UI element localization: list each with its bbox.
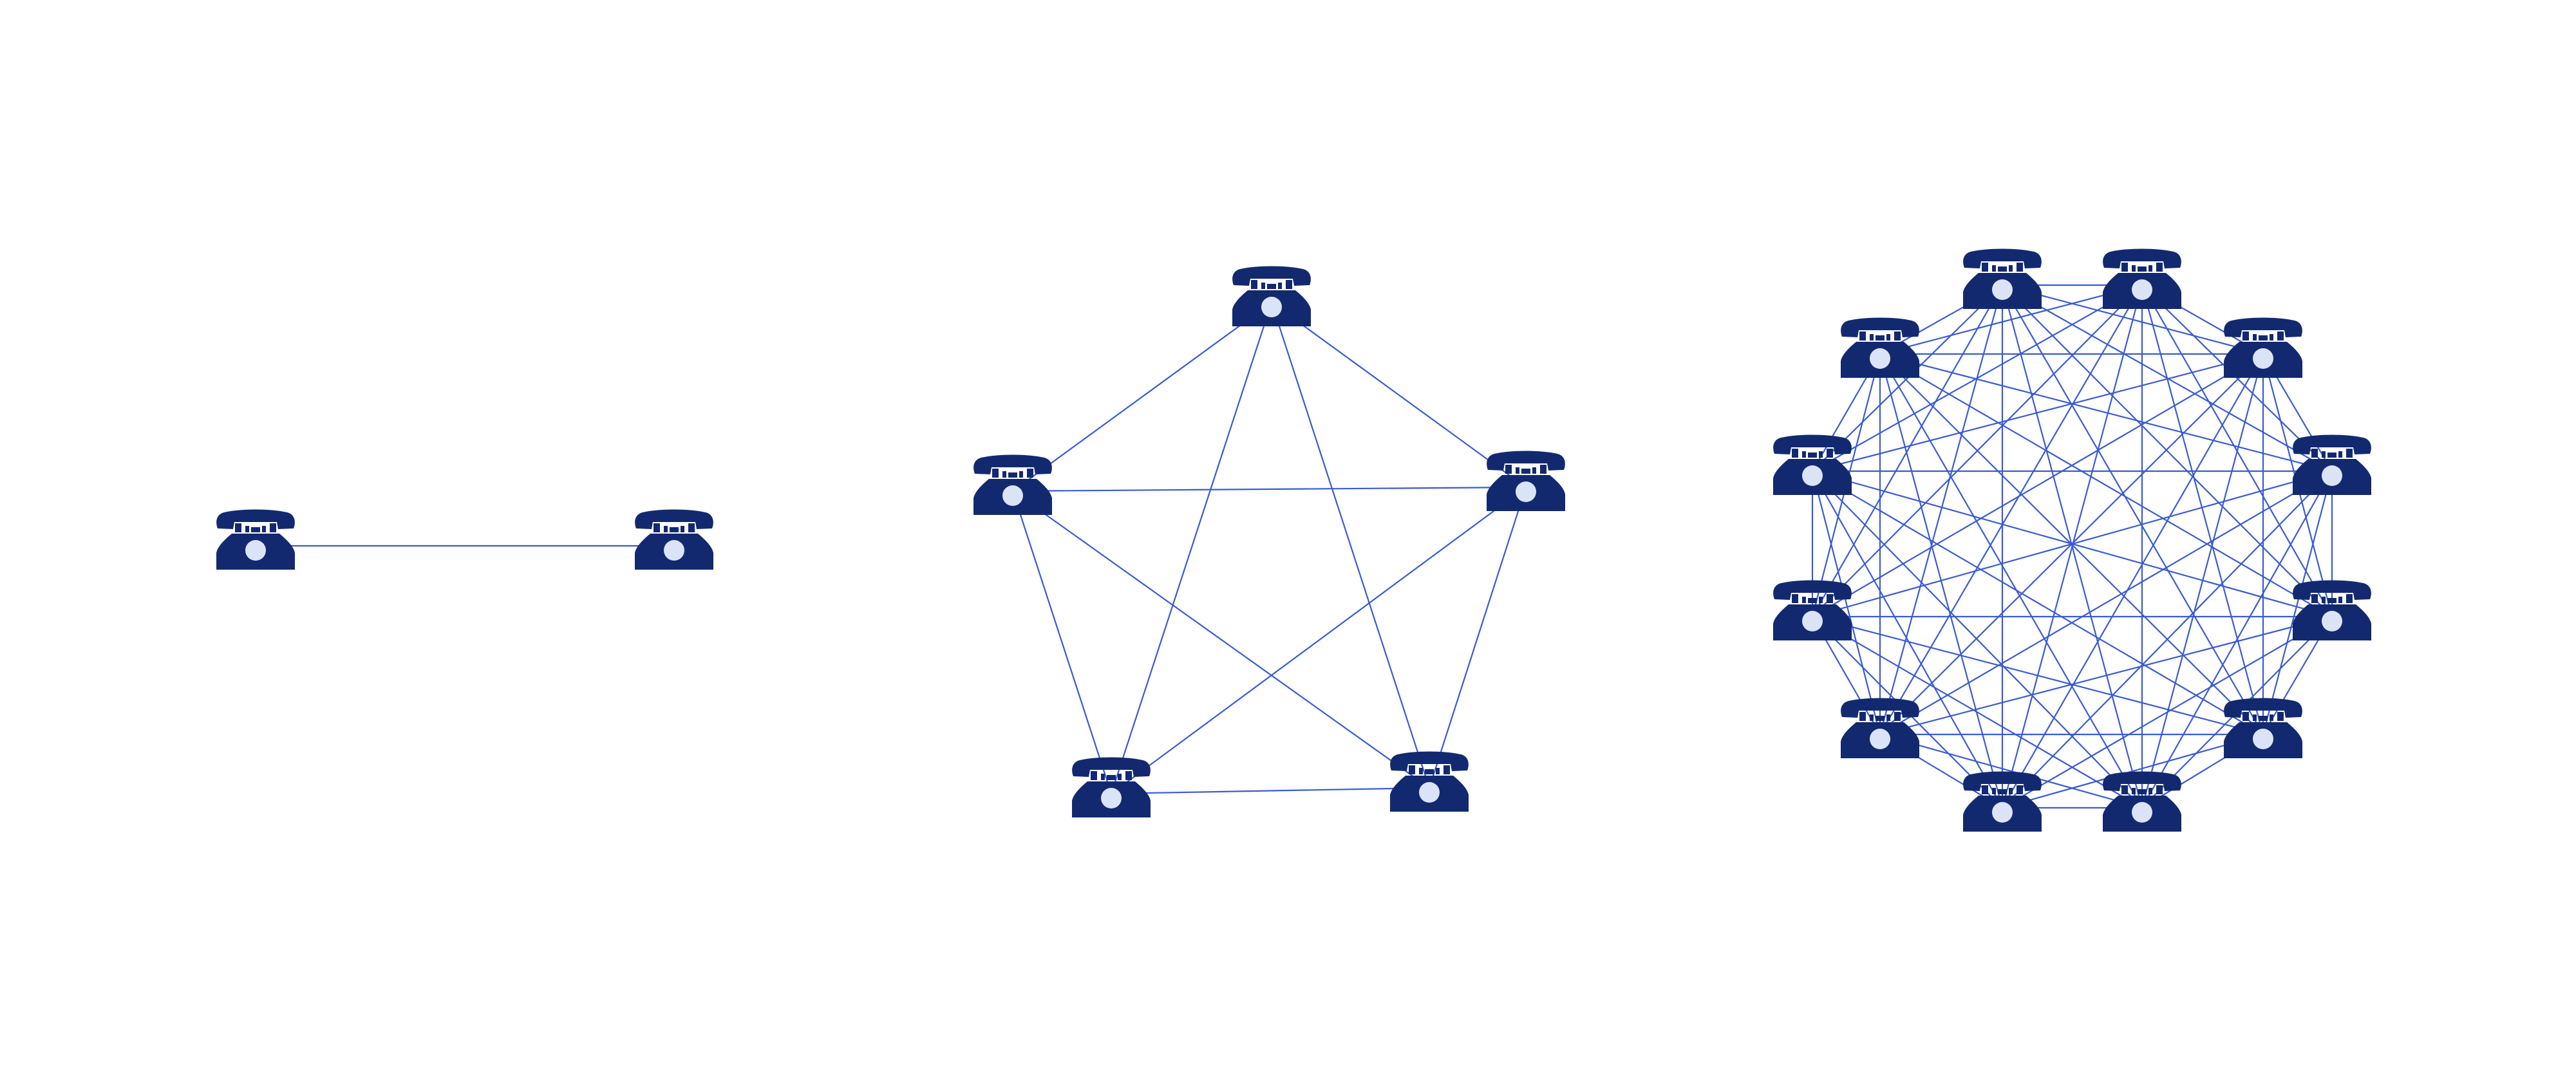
connection-line [1012,486,1527,492]
telephone-icon [1963,771,2042,832]
connection-line [1011,490,1113,794]
connection-line [1812,285,2143,472]
telephone-icon [1963,248,2042,309]
telephone-icon [1072,757,1151,817]
telephone-icon [2103,248,2181,309]
telephone-icon [1841,698,1919,758]
connection-line [1879,284,2143,355]
connection-line [2002,733,2264,809]
telephone-icon [216,509,295,570]
connection-line [1012,302,1272,492]
phones [216,248,2371,832]
network-5-phones [1011,302,1527,795]
connection-line [1879,285,2004,735]
connection-line [1879,353,2143,808]
connection-line [1812,471,2003,808]
connection-line [2002,285,2264,735]
telephone-icon [2224,317,2302,378]
connection-line [1812,471,2143,808]
connection-line [2002,616,2333,808]
connection-line [1111,487,1527,794]
connection-line [1879,285,2143,735]
connection-line [1812,353,2264,617]
telephone-icon [1232,266,1311,326]
connection-line [1879,353,2004,808]
telephone-icon [635,509,713,570]
connection-line [2141,471,2333,808]
connection-line [2001,285,2143,808]
connection-line [1812,471,2264,735]
connection-line [2002,285,2333,617]
connection-line [1811,471,1881,735]
telephone-icon [1773,434,1852,495]
telephone-icon [1390,751,1469,812]
network-2-phones-phones [216,509,713,570]
telephone-icon [2293,434,2371,495]
connection-line [2141,285,2264,735]
connection-lines [256,284,2333,809]
telephone-icon [1773,580,1852,640]
network-12-phones-phones [1773,248,2371,832]
connection-line [1110,302,1273,794]
connection-line [2002,353,2264,808]
telephone-icon [1487,451,1565,511]
connection-line [1879,615,2333,736]
connection-line [1270,302,1431,788]
connection-line [1879,353,2333,472]
telephone-icon [1841,317,1919,378]
connection-line [1879,353,2333,617]
network-5-phones-phones [973,266,1565,817]
connection-line [1812,285,2003,617]
connection-line [1879,471,2333,735]
connection-line [1812,353,2264,472]
connection-line [1012,490,1430,788]
connection-line [1879,733,2143,809]
network-12-phones [1811,284,2333,809]
connection-line [1879,353,2264,735]
telephone-icon [2293,580,2371,640]
telephone-icon [2103,771,2181,832]
connection-line [1428,487,1527,788]
telephone-icon [2224,698,2302,758]
connection-line [1271,302,1527,488]
connection-line [1111,787,1430,795]
telephone-icon [973,454,1052,515]
connection-line [1812,615,2264,736]
connection-line [2262,471,2333,735]
